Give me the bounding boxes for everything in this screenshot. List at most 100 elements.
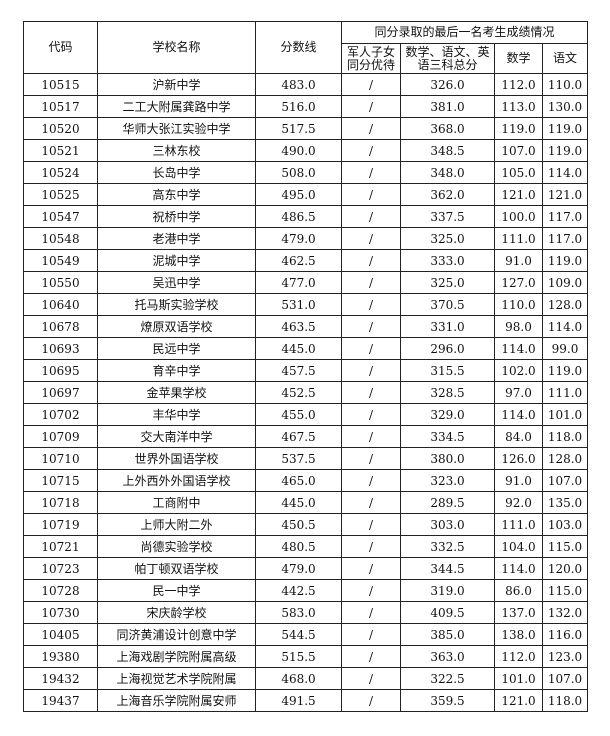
cell-school-name: 尚德实验学校 bbox=[97, 535, 256, 558]
cell-military-priority: / bbox=[341, 315, 401, 338]
cell-school-name: 沪新中学 bbox=[97, 73, 256, 96]
header-code: 代码 bbox=[23, 21, 98, 74]
cell-math: 114.0 bbox=[494, 557, 543, 580]
cell-school-name: 工商附中 bbox=[97, 491, 256, 514]
table-row: 10640 托马斯实验学校 531.0/370.5 110.0 128.0 bbox=[23, 293, 589, 316]
cell-code: 10521 bbox=[23, 139, 98, 162]
cell-code: 10405 bbox=[23, 623, 98, 646]
cell-math: 121.0 bbox=[494, 183, 543, 206]
cell-military-priority: / bbox=[341, 557, 401, 580]
cell-school-name: 老港中学 bbox=[97, 227, 256, 250]
cell-military-priority: / bbox=[341, 645, 401, 668]
cell-chinese: 103.0 bbox=[541, 513, 589, 536]
table-row: 10697 金苹果学校 452.5/328.5 97.0 111.0 bbox=[23, 381, 589, 404]
cell-military-priority: / bbox=[341, 73, 401, 96]
admission-score-table: 代码 学校名称 分数线 同分录取的最后一名考生成绩情况 军人子女 同分优待 数学、… bbox=[23, 21, 589, 712]
cell-three-subject-total: 333.0 bbox=[400, 249, 495, 272]
cell-code: 10709 bbox=[23, 425, 98, 448]
cell-math: 121.0 bbox=[494, 689, 543, 712]
cell-school-name: 金苹果学校 bbox=[97, 381, 256, 404]
cell-military-priority: / bbox=[341, 139, 401, 162]
cell-score-line: 490.0 bbox=[255, 139, 342, 162]
cell-school-name: 帕丁顿双语学校 bbox=[97, 557, 256, 580]
cell-code: 10515 bbox=[23, 73, 98, 96]
cell-school-name: 上海视觉艺术学院附属 bbox=[97, 667, 256, 690]
cell-score-line: 468.0 bbox=[255, 667, 342, 690]
cell-chinese: 119.0 bbox=[541, 117, 589, 140]
cell-school-name: 燎原双语学校 bbox=[97, 315, 256, 338]
table-row: 19380 上海戏剧学院附属高级 515.5/363.0 112.0 123.0 bbox=[23, 645, 589, 668]
cell-three-subject-total: 370.5 bbox=[400, 293, 495, 316]
cell-chinese: 117.0 bbox=[541, 227, 589, 250]
cell-military-priority: / bbox=[341, 425, 401, 448]
cell-military-priority: / bbox=[341, 689, 401, 712]
header-military-priority: 军人子女 同分优待 bbox=[341, 43, 401, 74]
cell-chinese: 120.0 bbox=[541, 557, 589, 580]
cell-score-line: 457.5 bbox=[255, 359, 342, 382]
cell-chinese: 123.0 bbox=[541, 645, 589, 668]
cell-military-priority: / bbox=[341, 447, 401, 470]
cell-chinese: 132.0 bbox=[541, 601, 589, 624]
cell-chinese: 130.0 bbox=[541, 95, 589, 118]
cell-code: 10723 bbox=[23, 557, 98, 580]
header-score-line: 分数线 bbox=[255, 21, 342, 74]
cell-math: 84.0 bbox=[494, 425, 543, 448]
cell-military-priority: / bbox=[341, 667, 401, 690]
cell-school-name: 丰华中学 bbox=[97, 403, 256, 426]
cell-military-priority: / bbox=[341, 183, 401, 206]
cell-math: 100.0 bbox=[494, 205, 543, 228]
cell-school-name: 民远中学 bbox=[97, 337, 256, 360]
cell-score-line: 455.0 bbox=[255, 403, 342, 426]
cell-chinese: 114.0 bbox=[541, 161, 589, 184]
cell-three-subject-total: 332.5 bbox=[400, 535, 495, 558]
cell-military-priority: / bbox=[341, 491, 401, 514]
cell-chinese: 111.0 bbox=[541, 381, 589, 404]
cell-code: 10721 bbox=[23, 535, 98, 558]
cell-score-line: 508.0 bbox=[255, 161, 342, 184]
table-row: 10695 育辛中学 457.5/315.5 102.0 119.0 bbox=[23, 359, 589, 382]
cell-score-line: 479.0 bbox=[255, 227, 342, 250]
cell-three-subject-total: 329.0 bbox=[400, 403, 495, 426]
cell-three-subject-total: 359.5 bbox=[400, 689, 495, 712]
cell-school-name: 宋庆龄学校 bbox=[97, 601, 256, 624]
header-math: 数学 bbox=[494, 43, 543, 74]
cell-score-line: 463.5 bbox=[255, 315, 342, 338]
cell-school-name: 三林东校 bbox=[97, 139, 256, 162]
cell-code: 10719 bbox=[23, 513, 98, 536]
cell-chinese: 121.0 bbox=[541, 183, 589, 206]
cell-chinese: 119.0 bbox=[541, 249, 589, 272]
cell-score-line: 450.5 bbox=[255, 513, 342, 536]
cell-three-subject-total: 362.0 bbox=[400, 183, 495, 206]
cell-school-name: 交大南洋中学 bbox=[97, 425, 256, 448]
header-three-subject-total: 数学、语文、英 语三科总分 bbox=[400, 43, 495, 74]
cell-three-subject-total: 337.5 bbox=[400, 205, 495, 228]
cell-school-name: 上外西外外国语学校 bbox=[97, 469, 256, 492]
cell-chinese: 119.0 bbox=[541, 359, 589, 382]
cell-school-name: 托马斯实验学校 bbox=[97, 293, 256, 316]
cell-code: 10728 bbox=[23, 579, 98, 602]
cell-military-priority: / bbox=[341, 403, 401, 426]
cell-math: 127.0 bbox=[494, 271, 543, 294]
cell-school-name: 高东中学 bbox=[97, 183, 256, 206]
cell-math: 112.0 bbox=[494, 645, 543, 668]
header-last-admitted-group: 同分录取的最后一名考生成绩情况 bbox=[340, 21, 589, 44]
cell-chinese: 110.0 bbox=[541, 73, 589, 96]
table-header: 代码 学校名称 分数线 同分录取的最后一名考生成绩情况 军人子女 同分优待 数学、… bbox=[23, 21, 589, 74]
cell-score-line: 486.5 bbox=[255, 205, 342, 228]
cell-three-subject-total: 363.0 bbox=[400, 645, 495, 668]
cell-code: 19380 bbox=[23, 645, 98, 668]
cell-school-name: 上海戏剧学院附属高级 bbox=[97, 645, 256, 668]
cell-three-subject-total: 296.0 bbox=[400, 337, 495, 360]
cell-military-priority: / bbox=[341, 469, 401, 492]
cell-score-line: 445.0 bbox=[255, 337, 342, 360]
cell-military-priority: / bbox=[341, 337, 401, 360]
table-row: 19432 上海视觉艺术学院附属 468.0/322.5 101.0 107.0 bbox=[23, 667, 589, 690]
table-row: 10730 宋庆龄学校 583.0/409.5 137.0 132.0 bbox=[23, 601, 589, 624]
cell-three-subject-total: 326.0 bbox=[400, 73, 495, 96]
cell-math: 114.0 bbox=[494, 337, 543, 360]
cell-score-line: 515.5 bbox=[255, 645, 342, 668]
cell-school-name: 祝桥中学 bbox=[97, 205, 256, 228]
cell-three-subject-total: 344.5 bbox=[400, 557, 495, 580]
cell-school-name: 二工大附属龚路中学 bbox=[97, 95, 256, 118]
cell-school-name: 吴迅中学 bbox=[97, 271, 256, 294]
